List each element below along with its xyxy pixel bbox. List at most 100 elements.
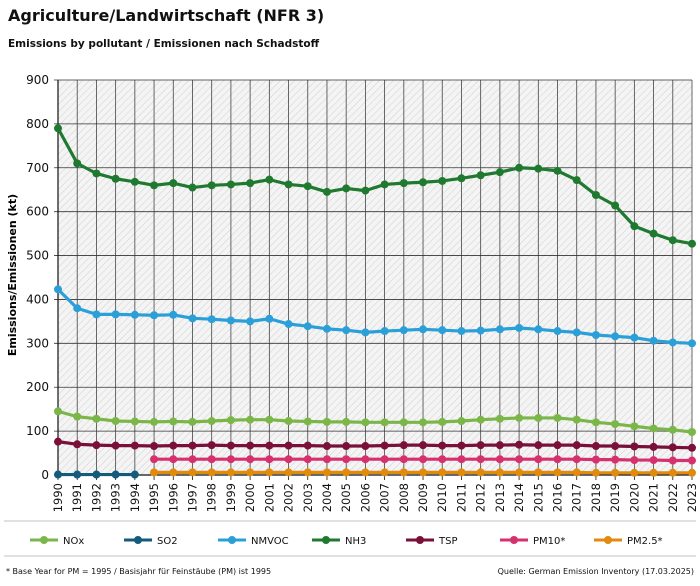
series-so2 (54, 470, 139, 479)
data-point (649, 456, 658, 465)
data-point (265, 468, 274, 477)
data-point (54, 285, 62, 294)
data-point (361, 455, 370, 464)
data-point (553, 468, 562, 477)
footnote: * Base Year for PM = 1995 / Basisjahr fü… (6, 567, 272, 576)
data-point (630, 333, 639, 342)
data-point (438, 441, 447, 450)
data-point (130, 310, 139, 319)
data-point (226, 316, 235, 325)
data-point (361, 186, 370, 195)
data-point (688, 339, 696, 348)
data-point (111, 417, 120, 426)
data-point (73, 304, 82, 313)
x-tick-label: 2011 (454, 483, 468, 512)
x-tick-label: 2016 (551, 483, 565, 512)
data-point (73, 440, 82, 449)
data-point (188, 455, 197, 464)
data-point (611, 442, 620, 451)
data-point (265, 175, 274, 184)
data-point (246, 441, 255, 450)
data-point (649, 424, 658, 433)
data-point (361, 442, 370, 451)
data-point (226, 441, 235, 450)
data-point (303, 182, 312, 191)
x-tick-label: 2023 (685, 483, 699, 512)
legend-swatch-marker (604, 536, 612, 544)
series-nmvoc (54, 285, 696, 348)
data-point (303, 468, 312, 477)
source-note: Quelle: German Emission Inventory (17.03… (497, 567, 694, 576)
data-point (169, 455, 178, 464)
y-axis: 0 100 200 300 400 500 600 700 800 900 (26, 73, 692, 482)
data-point (92, 310, 101, 319)
data-point (534, 325, 543, 334)
data-point (572, 415, 581, 424)
data-point (495, 455, 504, 464)
data-point (438, 468, 447, 477)
data-point (668, 425, 677, 434)
series-line (57, 409, 693, 434)
data-point (322, 468, 331, 477)
data-point (150, 311, 159, 320)
x-tick-label: 1997 (185, 483, 199, 512)
legend-swatch-marker (134, 536, 142, 544)
data-point (495, 168, 504, 177)
data-point (92, 470, 101, 479)
data-point (688, 468, 696, 477)
data-point (457, 327, 466, 336)
data-point (73, 470, 82, 479)
legend-item: NMVOC (218, 536, 289, 547)
data-point (284, 468, 293, 477)
data-point (515, 455, 524, 464)
data-point (169, 441, 178, 450)
legend-item: NOx (30, 536, 84, 547)
data-point (226, 416, 235, 425)
x-tick-label: 2000 (243, 483, 257, 512)
x-tick-label: 1995 (147, 483, 161, 512)
data-point (534, 455, 543, 464)
data-point (73, 159, 82, 168)
data-point (322, 324, 331, 333)
x-tick-label: 2013 (493, 483, 507, 512)
data-point (284, 417, 293, 426)
legend-label: NMVOC (251, 536, 289, 547)
data-point (688, 456, 696, 465)
data-point (207, 417, 216, 426)
data-point (630, 456, 639, 465)
data-point (226, 455, 235, 464)
data-point (572, 176, 581, 185)
x-tick-label: 2014 (512, 483, 526, 512)
data-point (611, 468, 620, 477)
data-point (668, 443, 677, 452)
data-point (130, 470, 139, 479)
data-point (553, 413, 562, 422)
data-point (207, 441, 216, 450)
x-tick-label: 2017 (570, 483, 584, 512)
data-point (591, 468, 600, 477)
data-point (111, 174, 120, 183)
data-point (150, 455, 159, 464)
x-tick-label: 1990 (51, 483, 65, 512)
data-point (457, 417, 466, 426)
data-point (399, 455, 408, 464)
data-point (419, 325, 428, 334)
data-point (342, 184, 351, 193)
data-point (361, 328, 370, 337)
data-point (419, 178, 428, 187)
data-point (246, 415, 255, 424)
plot-background (58, 80, 692, 475)
data-point (361, 468, 370, 477)
y-tick-label: 900 (26, 73, 49, 87)
legend-swatch-marker (510, 536, 518, 544)
data-point (399, 179, 408, 188)
data-point (591, 418, 600, 427)
data-point (207, 455, 216, 464)
data-point (246, 317, 255, 326)
x-axis: 1990 1991 1992 1993 1994 1995 1996 1997 1998 1999… (51, 475, 699, 512)
data-point (399, 326, 408, 335)
data-point (92, 169, 101, 178)
data-point (419, 418, 428, 427)
data-point (226, 180, 235, 189)
data-point (649, 442, 658, 451)
